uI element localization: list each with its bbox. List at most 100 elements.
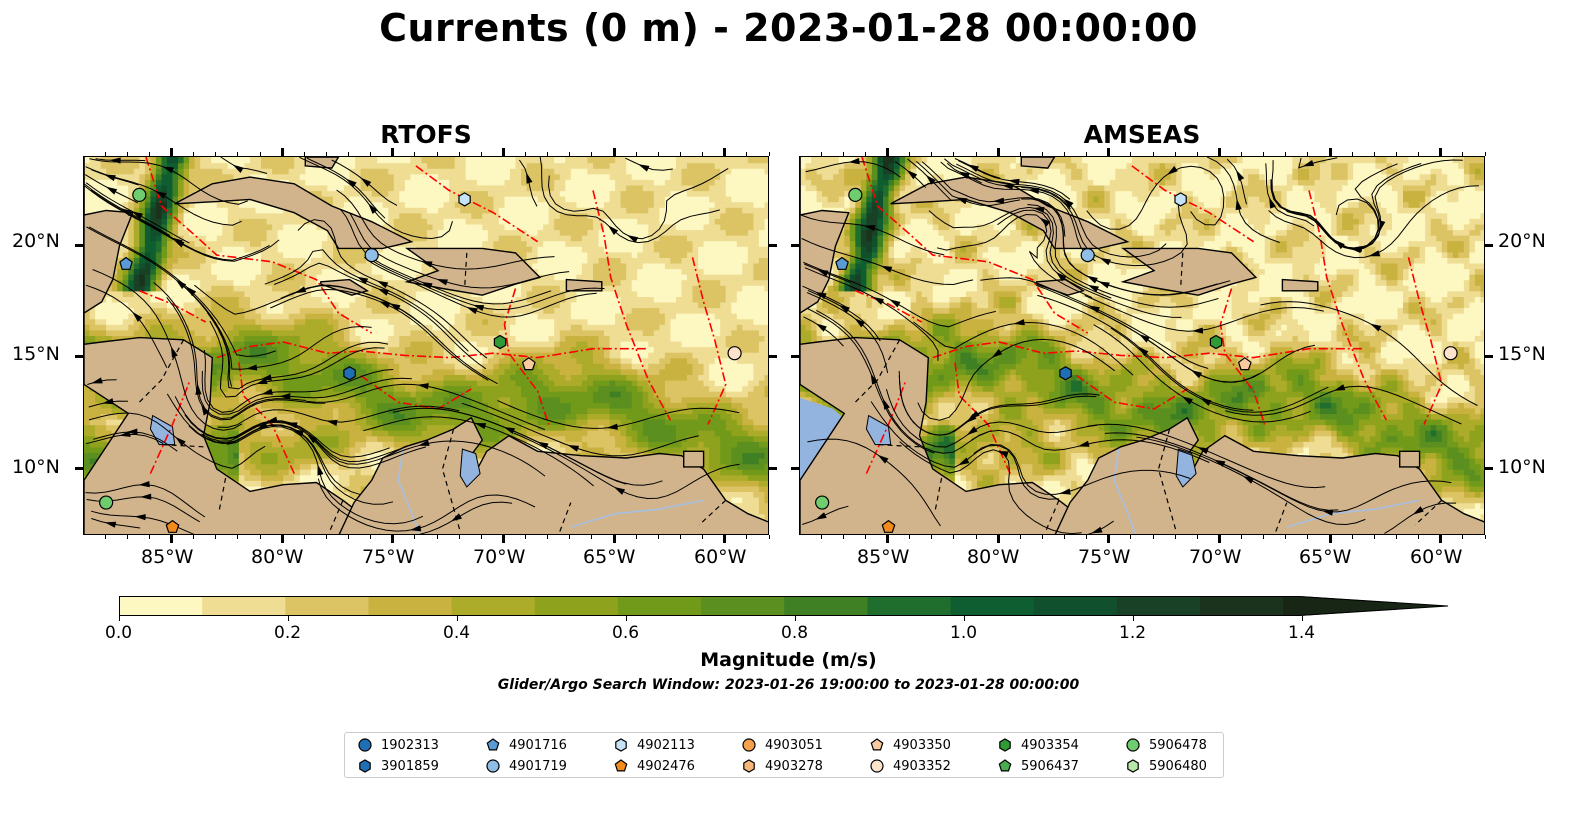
river-0 — [1113, 448, 1137, 534]
tick-mark — [126, 535, 128, 539]
legend-label: 5906478 — [1149, 737, 1207, 753]
colorbar-tick — [118, 616, 120, 621]
tick-mark — [635, 152, 637, 156]
tick-mark — [1086, 152, 1088, 156]
legend-label: 4903352 — [893, 758, 951, 774]
eez-boundary — [691, 257, 727, 425]
lon-label-80w: 80°W — [967, 546, 1020, 568]
legend-label: 4903051 — [765, 737, 823, 753]
river-0 — [397, 448, 421, 534]
tick-mark — [569, 152, 571, 156]
tick-mark — [1484, 152, 1486, 156]
tick-mark — [724, 152, 726, 156]
tick-mark — [997, 152, 999, 156]
tick-mark — [768, 535, 770, 539]
tick-mark — [171, 152, 173, 156]
tick-mark — [1440, 535, 1442, 539]
tick-mark — [1130, 535, 1132, 539]
tick-mark — [171, 535, 173, 539]
float-marker — [458, 192, 471, 207]
tick-mark — [931, 152, 933, 156]
legend-item: 3901859 — [357, 757, 439, 775]
tick-mark — [1218, 535, 1220, 539]
legend-item: 5906480 — [1125, 757, 1207, 775]
circle-marker-icon — [358, 738, 372, 752]
tick-mark — [414, 152, 416, 156]
eez-boundary — [149, 379, 191, 474]
tick-mark — [635, 535, 637, 539]
lat-label-10n-left: 10°N — [12, 456, 60, 478]
tick-mark — [887, 152, 889, 156]
tick-mark — [1019, 535, 1021, 539]
colorbar-tick-label: 0.2 — [274, 623, 302, 643]
tick-mark — [1418, 535, 1420, 539]
land-hispaniola — [404, 247, 542, 296]
tick-mark — [237, 535, 239, 539]
eez-boundary — [932, 341, 1365, 359]
tick-mark — [237, 152, 239, 156]
land-jamaica — [1036, 278, 1086, 296]
tick-mark — [769, 466, 777, 470]
lon-label-75w: 75°W — [362, 546, 415, 568]
tick-mark — [569, 535, 571, 539]
tick-mark — [104, 535, 106, 539]
tick-mark — [746, 152, 748, 156]
tick-mark — [591, 535, 593, 539]
colorbar-tick-label: 0.4 — [443, 623, 471, 643]
tick-mark — [1086, 535, 1088, 539]
tick-mark — [1174, 152, 1176, 156]
legend-item: 4903278 — [741, 757, 823, 775]
country-border — [877, 444, 920, 448]
tick-mark — [657, 535, 659, 539]
lat-label-15n-right: 15°N — [1498, 343, 1546, 365]
tick-mark — [1218, 152, 1220, 156]
float-marker — [165, 519, 180, 533]
legend-item: 1902313 — [357, 736, 439, 754]
tick-mark — [525, 535, 527, 539]
legend-label: 1902313 — [381, 737, 439, 753]
tick-mark — [1373, 152, 1375, 156]
tick-mark — [768, 152, 770, 156]
tick-mark — [259, 535, 261, 539]
tick-mark — [864, 152, 866, 156]
float-marker — [364, 247, 379, 263]
country-border — [1180, 252, 1184, 289]
tick-mark — [679, 152, 681, 156]
pentagon-marker-icon — [614, 759, 628, 772]
pentagon-marker-icon — [870, 738, 884, 751]
tick-mark — [820, 152, 822, 156]
land-puertoRico — [1281, 278, 1319, 292]
colorbar-tick-label: 0.6 — [612, 623, 640, 643]
float-marker — [1443, 346, 1458, 361]
float-marker — [815, 495, 830, 510]
tick-mark — [547, 152, 549, 156]
tick-mark — [1217, 535, 1221, 543]
tick-mark — [215, 152, 217, 156]
tick-mark — [1285, 535, 1287, 539]
tick-mark — [458, 152, 460, 156]
lon-label-65w: 65°W — [583, 546, 636, 568]
hexagon-marker-icon — [743, 759, 755, 773]
colorbar-tick — [625, 616, 627, 621]
tick-mark — [769, 355, 777, 359]
tick-mark — [1484, 535, 1486, 539]
tick-mark — [259, 152, 261, 156]
map-rtofs — [83, 156, 769, 535]
lake-1 — [459, 448, 481, 488]
land-trinidad — [1399, 450, 1421, 468]
tick-mark — [148, 152, 150, 156]
tick-mark — [480, 535, 482, 539]
tick-mark — [1418, 152, 1420, 156]
tick-mark — [1130, 152, 1132, 156]
float-marker — [119, 256, 133, 270]
pentagon-marker-icon — [486, 738, 500, 751]
colorbar-tick — [287, 616, 289, 621]
lake-1 — [1175, 448, 1197, 488]
river-1 — [570, 499, 704, 528]
tick-mark — [104, 152, 106, 156]
land-cuba — [890, 176, 1130, 250]
legend-item: 4903350 — [869, 736, 951, 754]
panel-title-rtofs: RTOFS — [380, 120, 472, 149]
float-marker — [1237, 357, 1252, 371]
tick-mark — [281, 535, 283, 539]
